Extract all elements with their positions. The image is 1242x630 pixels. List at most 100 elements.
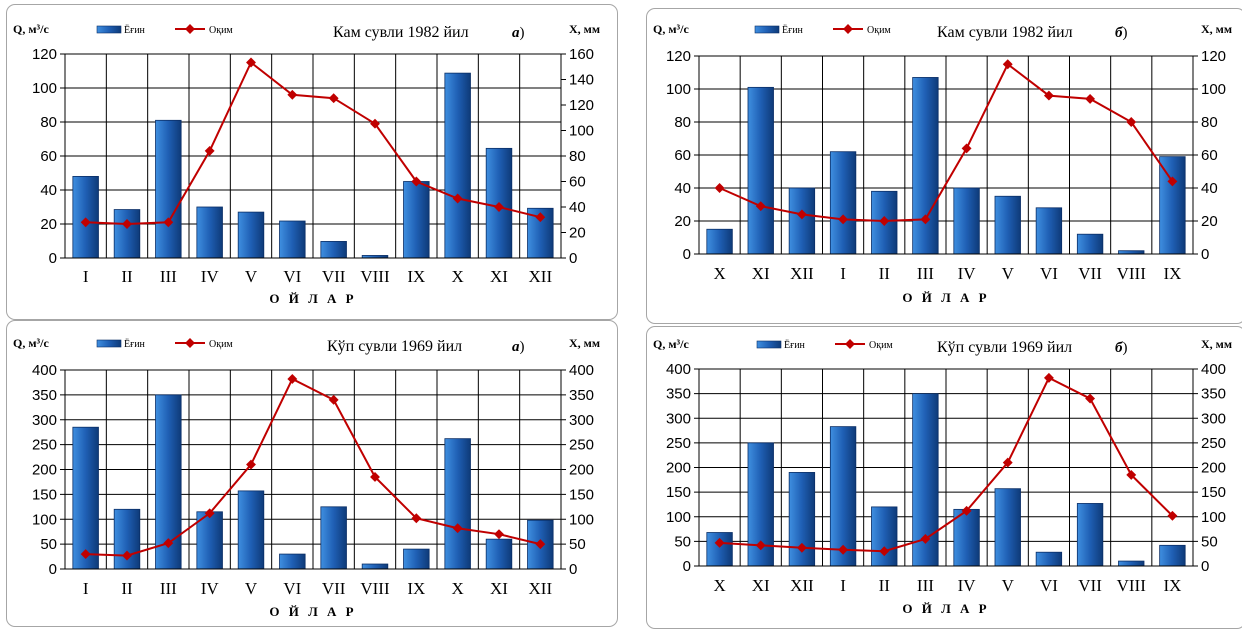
left-axis-tick-label: 60 — [40, 148, 57, 165]
left-axis-title: Q, м³/с — [13, 22, 49, 36]
category-label: VIII — [360, 267, 390, 286]
left-axis-tick-label: 350 — [32, 387, 57, 404]
runoff-point-II — [122, 550, 132, 561]
category-label: XI — [490, 579, 508, 598]
left-axis-tick-label: 60 — [674, 147, 691, 164]
category-label: III — [917, 264, 934, 283]
category-label: VII — [1078, 576, 1102, 595]
category-label: VI — [283, 579, 301, 598]
bar-precip-V — [994, 195, 1021, 255]
runoff-point-VII — [328, 394, 339, 405]
right-axis-tick-label: 60 — [569, 174, 586, 191]
runoff-point-VII — [1085, 93, 1096, 104]
chart-title: Кўп сувли 1969 йил — [937, 339, 1072, 356]
runoff-line — [719, 376, 1174, 553]
right-axis-tick-label: 160 — [569, 46, 594, 63]
bar-precip-X — [444, 438, 471, 570]
runoff-point-VII — [1085, 393, 1096, 404]
right-axis-tick-label: 100 — [569, 123, 594, 140]
chart-title: Кам сувли 1982 йил — [333, 24, 469, 41]
right-axis-tick-label: 40 — [569, 199, 586, 216]
right-axis-tick-label: 350 — [569, 387, 594, 404]
bar-precip-III — [155, 119, 182, 259]
category-label: IX — [407, 579, 425, 598]
x-axis-title: О Й Л А Р — [269, 291, 356, 306]
category-label: IX — [1163, 264, 1181, 283]
chart-title: Кўп сувли 1969 йил — [327, 338, 462, 355]
bar-precip-XI — [485, 538, 513, 570]
legend-runoff-marker — [843, 24, 853, 34]
category-label: III — [160, 267, 177, 286]
category-label: II — [121, 579, 133, 598]
runoff-point-V — [246, 459, 256, 470]
bar-precip-VI — [279, 220, 306, 259]
right-axis-tick-label: 150 — [1201, 484, 1226, 501]
category-label: V — [245, 267, 258, 286]
left-axis-tick-label: 40 — [674, 180, 691, 197]
right-axis-tick-label: 20 — [1201, 213, 1218, 230]
left-axis-tick-label: 100 — [32, 511, 57, 528]
runoff-point-II — [122, 219, 132, 229]
bar-precip-IV — [953, 508, 980, 567]
legend-precip-swatch — [754, 25, 780, 34]
bar-precip-VIII — [1118, 560, 1145, 567]
chart-tag-paren: ) — [1123, 340, 1128, 356]
x-axis-title: О Й Л А Р — [269, 604, 356, 619]
right-axis-tick-label: 0 — [1201, 246, 1209, 263]
right-axis-tick-label: 20 — [569, 225, 586, 242]
right-axis-tick-label: 250 — [1201, 435, 1226, 452]
right-axis-tick-label: 50 — [569, 536, 586, 553]
chart-title: Кам сувли 1982 йил — [937, 24, 1073, 41]
plot-frame — [698, 368, 1194, 567]
bar-precip-III — [912, 77, 939, 255]
legend-runoff-marker — [845, 339, 855, 349]
left-axis-tick-label: 80 — [674, 114, 691, 131]
left-axis-tick-label: 0 — [683, 246, 691, 263]
right-axis-tick-label: 120 — [569, 97, 594, 114]
bar-precip-I — [72, 426, 99, 570]
left-axis-tick-label: 20 — [674, 213, 691, 230]
category-label: X — [452, 579, 464, 598]
right-axis-tick-label: 120 — [1201, 48, 1226, 65]
category-label: IX — [1163, 576, 1181, 595]
category-label: VIII — [1117, 264, 1147, 283]
left-axis-tick-label: 350 — [666, 386, 691, 403]
legend-runoff-label: Оқим — [867, 25, 891, 36]
category-label: I — [840, 264, 846, 283]
category-label: I — [83, 267, 89, 286]
right-axis-tick-label: 100 — [1201, 509, 1226, 526]
left-axis-tick-label: 80 — [40, 114, 57, 131]
chart-tag: а) — [512, 339, 525, 355]
chart-panel-1969-a: 0 50 100 150 200 250 300 350 400 0 50 100 150 200 250 3… — [6, 320, 618, 627]
legend-runoff-label: Оқим — [869, 340, 893, 351]
category-label: V — [245, 579, 258, 598]
category-label: IV — [958, 576, 977, 595]
category-label: XI — [752, 264, 770, 283]
bar-precip-IX — [403, 181, 430, 259]
bar-precip-VII — [1076, 233, 1104, 255]
plot-frame — [64, 53, 562, 259]
bar-precip-VI — [1035, 551, 1063, 567]
runoff-point-XI — [755, 201, 766, 212]
category-label: X — [713, 576, 725, 595]
chart-tag-paren: ) — [1123, 25, 1128, 41]
runoff-point-IX — [411, 176, 422, 187]
runoff-point-IX — [411, 513, 422, 524]
category-label: VII — [1078, 264, 1102, 283]
category-label: I — [840, 576, 846, 595]
right-axis-tick-label: 50 — [1201, 533, 1218, 550]
legend-runoff-label: Оқим — [209, 339, 233, 350]
left-axis-tick-label: 250 — [32, 437, 57, 454]
bar-precip-IX — [1159, 544, 1186, 567]
left-axis-tick-label: 0 — [49, 561, 57, 578]
plot-frame — [64, 369, 562, 570]
category-label: VII — [322, 579, 346, 598]
chart-tag: б) — [1115, 340, 1128, 356]
legend-precip-label: Ёғин — [784, 339, 806, 351]
category-label: VI — [1040, 576, 1058, 595]
category-label: XI — [490, 267, 508, 286]
category-label: VI — [1040, 264, 1058, 283]
bar-precip-VII — [1076, 503, 1104, 567]
right-axis-tick-label: 40 — [1201, 180, 1218, 197]
category-label: IX — [407, 267, 425, 286]
